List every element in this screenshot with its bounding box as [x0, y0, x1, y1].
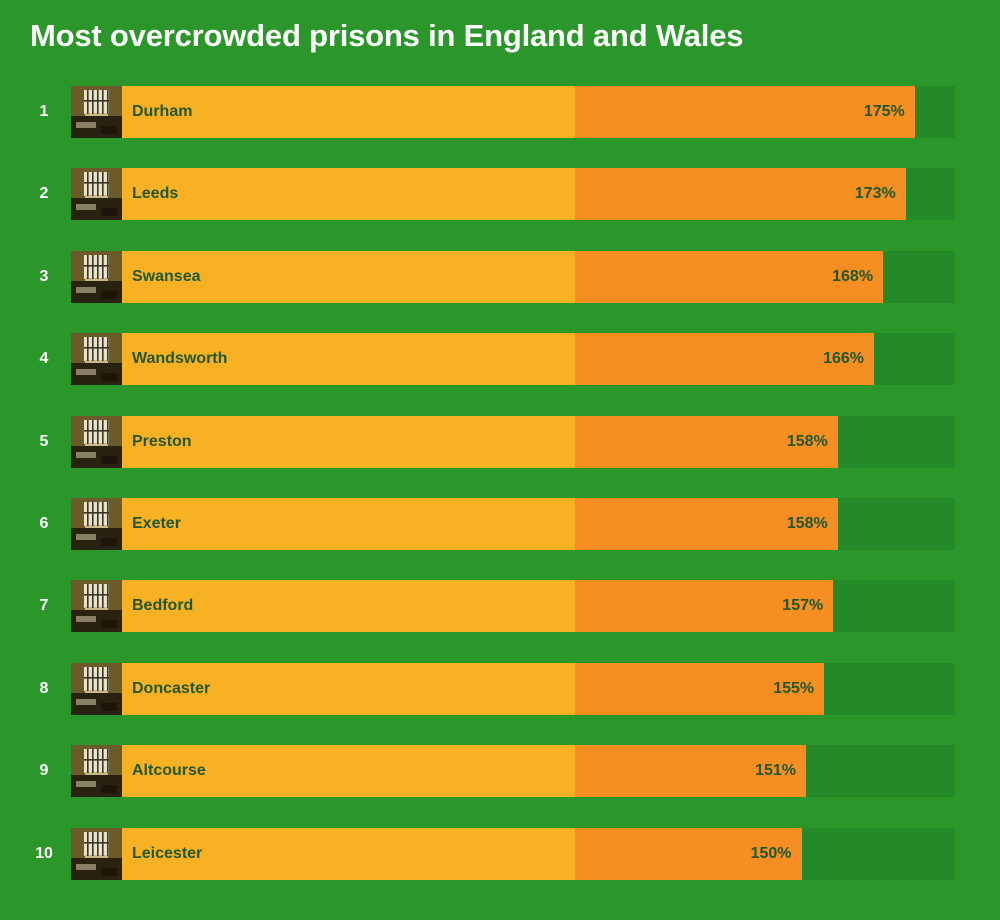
rank-label: 7 [39, 597, 49, 615]
bar-overcrowding-segment [575, 86, 915, 138]
value-label: 158% [786, 432, 828, 450]
bar-row: 1 Durham 175% [0, 86, 1000, 138]
bar-capacity-segment [122, 250, 575, 303]
bar-overcrowding-segment [575, 333, 874, 386]
bar-row: 3 Swansea 168% [0, 250, 1000, 303]
bar-overcrowding-segment [575, 498, 838, 550]
prison-name-label: Altcourse [132, 762, 206, 780]
rank-label: 6 [39, 515, 49, 532]
value-label: 175% [863, 103, 905, 120]
bar-row: 2 Leeds 173% [0, 168, 1000, 221]
bar-overcrowding-segment [575, 745, 807, 798]
rank-label: 8 [39, 679, 49, 697]
prison-cell-image [71, 498, 122, 550]
value-label: 151% [755, 762, 797, 780]
prison-cell-image [71, 580, 122, 633]
rank-label: 5 [39, 432, 49, 450]
value-label: 157% [782, 597, 824, 615]
prison-cell-image [71, 86, 122, 138]
value-label: 155% [773, 679, 815, 697]
bar-capacity-segment [122, 662, 575, 715]
bar-capacity-segment [122, 86, 575, 138]
bar-overcrowding-segment [575, 662, 825, 715]
prison-cell-image [71, 250, 122, 303]
bar-row: 10 Leicester 150% [0, 827, 1000, 880]
prison-cell-image [71, 745, 122, 798]
chart-title: Most overcrowded prisons in England and … [30, 18, 744, 53]
value-label: 168% [832, 267, 874, 285]
prison-name-label: Wandsworth [132, 350, 228, 368]
bar-overcrowding-segment [575, 250, 884, 303]
rank-label: 9 [39, 762, 49, 780]
value-label: 158% [786, 515, 828, 532]
rank-label: 2 [39, 185, 49, 203]
bar-row: 7 Bedford 157% [0, 580, 1000, 633]
prison-name-label: Doncaster [132, 679, 211, 697]
rank-label: 4 [39, 350, 49, 368]
prison-cell-image [71, 333, 122, 386]
bar-overcrowding-segment [575, 168, 906, 221]
value-label: 166% [823, 350, 864, 368]
bar-capacity-segment [122, 745, 575, 798]
prison-name-label: Leeds [132, 185, 179, 203]
prison-name-label: Swansea [132, 267, 201, 285]
prison-name-label: Leicester [132, 844, 203, 862]
prison-name-label: Exeter [132, 515, 181, 532]
bar-row: 4 Wandsworth 166% [0, 333, 1000, 386]
bar-row: 6 Exeter 158% [0, 498, 1000, 550]
bar-overcrowding-segment [575, 827, 802, 880]
prison-cell-image [71, 827, 122, 880]
prison-cell-image [71, 662, 122, 715]
bar-row: 5 Preston 158% [0, 415, 1000, 468]
bar-capacity-segment [122, 498, 575, 550]
bar-row: 9 Altcourse 151% [0, 745, 1000, 798]
bar-capacity-segment [122, 827, 575, 880]
bar-capacity-segment [122, 168, 575, 221]
prison-name-label: Bedford [132, 597, 194, 615]
bar-overcrowding-segment [575, 415, 838, 468]
value-label: 173% [854, 185, 896, 203]
prison-name-label: Preston [132, 432, 192, 450]
prison-cell-image [71, 415, 122, 468]
rank-label: 1 [39, 103, 49, 120]
bar-row: 8 Doncaster 155% [0, 662, 1000, 715]
rank-label: 3 [39, 267, 49, 285]
bar-capacity-segment [122, 333, 575, 386]
value-label: 150% [750, 844, 792, 862]
bar-overcrowding-segment [575, 580, 834, 633]
rank-label: 10 [35, 844, 53, 862]
prison-name-label: Durham [132, 103, 193, 120]
prison-cell-image [71, 168, 122, 221]
bar-capacity-segment [122, 415, 575, 468]
bar-capacity-segment [122, 580, 575, 633]
